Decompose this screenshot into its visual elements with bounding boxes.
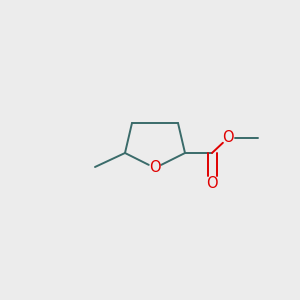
Text: O: O: [149, 160, 161, 175]
Text: O: O: [222, 130, 234, 146]
Text: O: O: [206, 176, 218, 190]
